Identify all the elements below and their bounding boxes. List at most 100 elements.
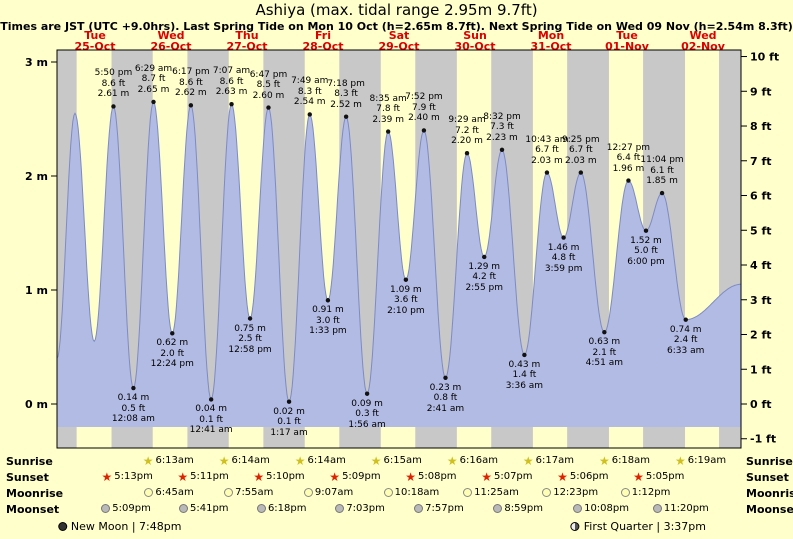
- right-axis-tick-label: 4 ft: [750, 259, 772, 272]
- right-axis-tick-label: 1 ft: [750, 363, 772, 376]
- sunset-star-icon: ★: [329, 469, 341, 484]
- moonset-time: 8:59pm: [493, 503, 543, 514]
- tide-extreme-dot: [544, 170, 550, 175]
- day-of-week: Sun: [463, 29, 487, 42]
- moonrise-time-label: 9:07am: [314, 487, 354, 498]
- sunset-time: ★ 5:08pm: [405, 469, 457, 484]
- sunset-time-label: 5:13pm: [114, 471, 153, 482]
- moonrise-icon: [383, 488, 393, 497]
- tide-extreme-dot: [385, 129, 391, 134]
- tide-extreme-dot: [247, 316, 253, 321]
- sunrise-time: ★ 6:15am: [370, 453, 422, 468]
- sunrise-time: ★ 6:16am: [446, 453, 498, 468]
- sunrise-time-label: 6:13am: [155, 455, 194, 466]
- sunset-time: ★ 5:11pm: [177, 471, 228, 483]
- tide-extreme-dot: [443, 375, 448, 380]
- tide-extreme-dot: [188, 103, 194, 108]
- moonrise-icon: [620, 488, 630, 497]
- tide-extreme-dot: [266, 105, 271, 110]
- moonset-icon: [178, 504, 188, 513]
- sunrise-time: ★ 6:17am: [523, 455, 574, 467]
- right-axis-tick-label: 3 ft: [750, 294, 772, 307]
- moon-phase-note: First Quarter | 3:37pm: [570, 520, 706, 533]
- tide-curve: [56, 100, 741, 403]
- day-label: Tue 25-Oct: [57, 30, 133, 52]
- tide-extreme-dot: [111, 104, 116, 109]
- moonrise-time: 11:25am: [463, 487, 519, 498]
- sunset-star-icon: ★: [405, 469, 416, 484]
- sunset-time-label: 5:08pm: [418, 471, 457, 482]
- day-of-week: Tue: [616, 29, 638, 42]
- page-title: Ashiya (max. tidal range 2.95m 9.7ft): [255, 1, 538, 19]
- sunrise-time-label: 6:14am: [307, 455, 346, 466]
- sunrise-time: ★ 6:14am: [218, 453, 270, 468]
- tide-extreme-dot: [499, 147, 505, 152]
- moon-phase-note: New Moon | 7:48pm: [57, 520, 182, 533]
- sunrise-star-icon: ★: [446, 453, 458, 468]
- tide-extreme-dot: [131, 385, 136, 391]
- moonrise-time-label: 10:18am: [394, 487, 440, 498]
- sunset-star-icon: ★: [253, 469, 265, 484]
- tide-extreme-dot: [170, 331, 175, 336]
- right-axis-tick-label: -1 ft: [750, 433, 776, 446]
- sunrise-star-icon: ★: [218, 453, 230, 468]
- moonrise-icon: [542, 488, 552, 497]
- right-axis-tick-label: 5 ft: [750, 224, 772, 237]
- right-axis-tick-label: 6 ft: [750, 190, 772, 203]
- sunrise-star-icon: ★: [294, 453, 306, 468]
- moon-phase-label: New Moon | 7:48pm: [70, 520, 182, 533]
- tide-extreme-dot: [482, 254, 487, 260]
- day-of-week: Wed: [689, 29, 717, 42]
- moonrise-icon: [144, 488, 154, 497]
- sunset-time: ★ 5:05pm: [633, 469, 684, 484]
- sunrise-time-label: 6:18am: [611, 455, 651, 466]
- day-date: 28-Oct: [302, 40, 344, 53]
- moonset-time-label: 8:59pm: [504, 503, 543, 514]
- moonrise-time-label: 7:55am: [235, 487, 274, 498]
- day-label: Thu 27-Oct: [209, 30, 285, 52]
- moonset-time-label: 11:20pm: [663, 503, 709, 514]
- sunset-time-label: 5:10pm: [266, 471, 305, 482]
- tide-extreme-dot: [522, 352, 527, 358]
- moonset-time-label: 7:03pm: [346, 503, 385, 514]
- moonrise-time: 12:23pm: [542, 487, 598, 498]
- day-label: Tue 01-Nov: [589, 30, 665, 52]
- day-label: Sun 30-Oct: [437, 30, 513, 52]
- sunrise-time: ★ 6:19am: [675, 455, 727, 467]
- moonset-icon: [414, 504, 424, 513]
- day-date: 29-Oct: [378, 40, 420, 53]
- sunrise-time-label: 6:15am: [383, 455, 422, 466]
- sunset-time-label: 5:09pm: [342, 471, 381, 482]
- day-label: Wed 02-Nov: [665, 30, 741, 52]
- moonset-time: 5:09pm: [101, 503, 151, 514]
- sunrise-time-label: 6:14am: [231, 455, 270, 466]
- sunrise-time: ★ 6:14am: [294, 453, 346, 468]
- day-of-week: Fri: [314, 29, 331, 42]
- moonrise-time-label: 12:23pm: [553, 487, 599, 498]
- tide-extreme-dot: [602, 329, 607, 335]
- moonset-time: 7:57pm: [414, 503, 464, 514]
- spring-tide-subtitle: Times are JST (UTC +9.0hrs). Last Spring…: [0, 20, 793, 33]
- day-label: Mon 31-Oct: [513, 30, 589, 52]
- tide-extreme-dot: [325, 298, 331, 303]
- sunset-star-icon: ★: [633, 469, 644, 484]
- sunset-time: ★ 5:07pm: [481, 471, 533, 483]
- moonrise-time: 10:18am: [383, 487, 440, 498]
- moonrise-icon: [463, 488, 473, 497]
- sunrise-time-label: 6:19am: [687, 455, 727, 466]
- tide-extreme-dot: [683, 317, 688, 322]
- sunrise-time-label: 6:16am: [459, 455, 498, 466]
- left-row-label-moonrise: Moonrise: [6, 487, 64, 500]
- moonrise-time-label: 11:25am: [474, 487, 519, 498]
- tide-extreme-dot: [229, 101, 234, 107]
- tide-extreme-dot: [403, 277, 409, 282]
- sunset-time: ★ 5:06pm: [557, 471, 608, 483]
- moonset-icon: [573, 504, 583, 513]
- first-quarter-icon: [570, 522, 580, 531]
- tide-area: [57, 101, 741, 428]
- day-of-week: Thu: [235, 29, 259, 42]
- sunrise-star-icon: ★: [370, 453, 382, 468]
- sunset-time-label: 5:07pm: [493, 471, 533, 482]
- right-axis-tick-label: 8 ft: [750, 120, 772, 133]
- moonset-icon: [493, 504, 503, 513]
